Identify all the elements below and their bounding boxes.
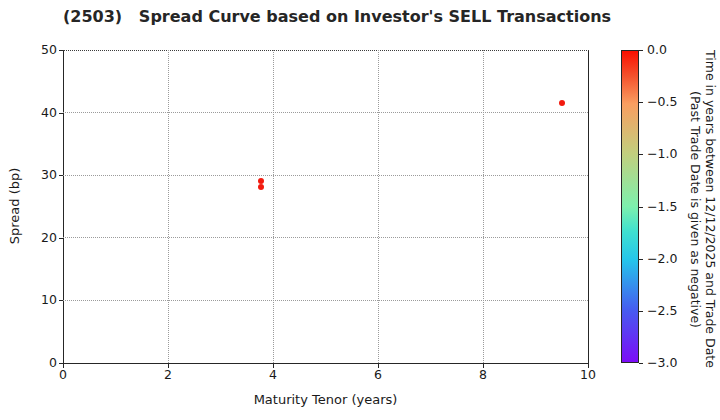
- vertical-gridline: [273, 50, 274, 363]
- colorbar-label-line1: Time in years between 12/12/2025 and Tra…: [703, 44, 718, 374]
- y-tick-label: 0: [21, 355, 57, 370]
- figure: (2503) Spread Curve based on Investor's …: [0, 0, 720, 420]
- vertical-gridline: [378, 50, 379, 363]
- colorbar-tick-label: −3.0: [647, 355, 687, 370]
- x-axis-label: Maturity Tenor (years): [63, 392, 588, 407]
- y-tick-label: 20: [21, 230, 57, 245]
- horizontal-gridline: [63, 300, 588, 301]
- colorbar-tick-label: −0.5: [647, 94, 687, 109]
- colorbar-tick-mark: [639, 207, 643, 208]
- vertical-gridline: [483, 50, 484, 363]
- horizontal-gridline: [63, 175, 588, 176]
- y-tick-label: 50: [21, 42, 57, 57]
- colorbar-tick-mark: [639, 154, 643, 155]
- colorbar-tick-mark: [639, 50, 643, 51]
- plot-area: [63, 50, 588, 363]
- x-tick-label: 2: [151, 367, 185, 382]
- y-axis-label: Spread (bp): [7, 168, 22, 245]
- colorbar-tick-mark: [639, 311, 643, 312]
- y-tick-mark: [59, 300, 63, 301]
- colorbar-label: Time in years between 12/12/2025 and Tra…: [688, 44, 718, 374]
- y-tick-label: 40: [21, 105, 57, 120]
- data-point: [258, 184, 264, 190]
- y-tick-mark: [59, 113, 63, 114]
- data-point: [559, 100, 565, 106]
- x-tick-label: 6: [361, 367, 395, 382]
- horizontal-gridline: [63, 112, 588, 113]
- colorbar-tick-label: −2.5: [647, 303, 687, 318]
- x-tick-label: 8: [466, 367, 500, 382]
- y-tick-label: 10: [21, 292, 57, 307]
- colorbar-tick-label: −1.5: [647, 199, 687, 214]
- chart-title: (2503) Spread Curve based on Investor's …: [63, 7, 588, 26]
- y-tick-mark: [59, 363, 63, 364]
- x-tick-label: 10: [571, 367, 605, 382]
- colorbar-tick-mark: [639, 363, 643, 364]
- x-tick-label: 4: [256, 367, 290, 382]
- colorbar-tick-mark: [639, 259, 643, 260]
- y-tick-mark: [59, 238, 63, 239]
- colorbar-tick-label: −1.0: [647, 146, 687, 161]
- x-axis-spine: [63, 363, 589, 364]
- right-spine: [588, 50, 589, 364]
- y-tick-mark: [59, 175, 63, 176]
- y-tick-label: 30: [21, 167, 57, 182]
- vertical-gridline: [168, 50, 169, 363]
- y-tick-mark: [59, 50, 63, 51]
- horizontal-gridline: [63, 237, 588, 238]
- colorbar-tick-mark: [639, 102, 643, 103]
- colorbar-label-line2: (Past Trade Date is given as negative): [688, 44, 703, 374]
- colorbar-tick-label: 0.0: [647, 42, 687, 57]
- colorbar-tick-label: −2.0: [647, 251, 687, 266]
- colorbar-gradient: [621, 50, 639, 363]
